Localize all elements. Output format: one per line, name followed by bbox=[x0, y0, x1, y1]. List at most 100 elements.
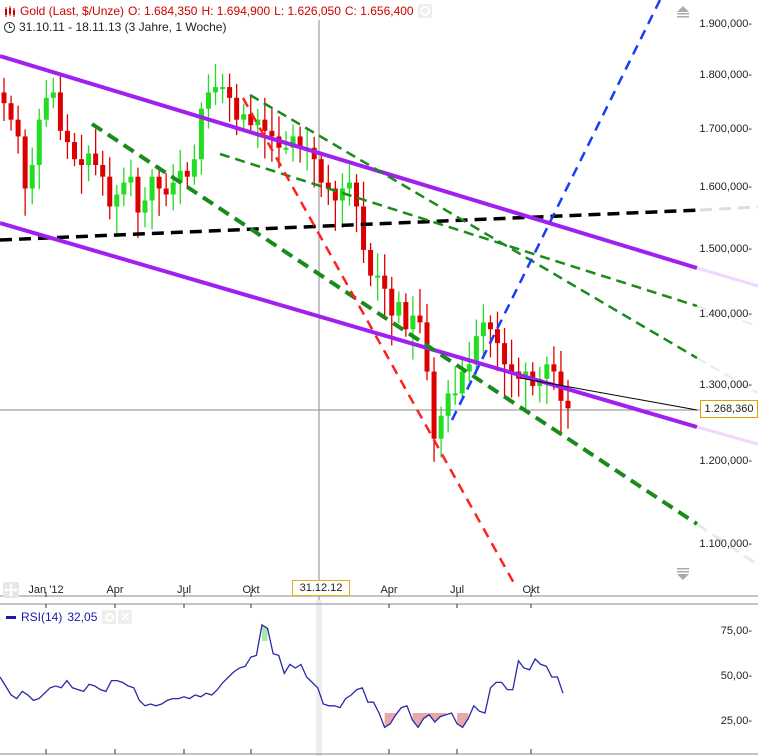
price-tick-label: 1.600,000- bbox=[699, 181, 752, 193]
crosshair-band bbox=[316, 600, 322, 756]
candle bbox=[79, 159, 85, 166]
candle bbox=[255, 119, 261, 126]
candle bbox=[417, 315, 423, 323]
candle bbox=[332, 188, 338, 201]
rsi-header: RSI(14) 32,05 ✕ bbox=[6, 610, 133, 624]
trend-green-1 bbox=[249, 93, 698, 360]
support-line bbox=[0, 208, 701, 242]
rsi-legend-swatch bbox=[6, 615, 16, 619]
candle bbox=[297, 136, 303, 148]
candle bbox=[544, 364, 550, 379]
candle bbox=[205, 92, 211, 109]
time-tick-label: Apr bbox=[106, 584, 124, 596]
candle bbox=[551, 364, 557, 372]
price-tick-label: 1.700,000- bbox=[699, 123, 752, 135]
candle bbox=[487, 322, 493, 330]
rsi-label[interactable]: RSI(14) bbox=[21, 610, 63, 624]
candle bbox=[142, 200, 148, 213]
candle bbox=[269, 130, 275, 137]
crosshair-date-tag: 31.12.12 bbox=[292, 580, 350, 596]
candle bbox=[50, 92, 56, 98]
rsi-tick-label: 50,00- bbox=[720, 670, 752, 682]
instrument-title[interactable]: Gold (Last, $/Unze) bbox=[20, 4, 125, 18]
rsi-oversold-area bbox=[457, 713, 469, 728]
candlestick-icon bbox=[4, 5, 16, 17]
candle bbox=[107, 176, 113, 207]
candle bbox=[396, 302, 402, 316]
high-value: H: 1.694,900 bbox=[201, 4, 271, 18]
rsi-close-icon[interactable]: ✕ bbox=[118, 610, 133, 624]
candle bbox=[57, 92, 63, 131]
rsi-value: 32,05 bbox=[67, 610, 98, 624]
rsi-tick-label: 75,00- bbox=[720, 625, 752, 637]
time-tick-label: Jul bbox=[176, 584, 192, 596]
time-tick-label: Okt bbox=[522, 584, 540, 596]
candle bbox=[198, 108, 204, 160]
time-tick-label: Jan '12 bbox=[28, 584, 64, 596]
candle bbox=[502, 343, 508, 365]
scroll-up-icon[interactable] bbox=[677, 6, 689, 18]
candle bbox=[121, 182, 127, 195]
price-tick-label: 1.900,000- bbox=[699, 18, 752, 30]
channel-lower bbox=[0, 221, 698, 429]
candle bbox=[283, 147, 289, 150]
candle bbox=[410, 315, 416, 330]
candle bbox=[466, 364, 472, 372]
time-tick-label: Okt bbox=[242, 584, 260, 596]
gear-icon[interactable] bbox=[417, 4, 432, 18]
candle bbox=[438, 415, 444, 439]
price-tick-label: 1.200,000- bbox=[699, 455, 752, 467]
candle bbox=[354, 182, 359, 207]
rsi-tick-label: 25,00- bbox=[720, 715, 752, 727]
candle bbox=[36, 119, 42, 166]
move-icon[interactable] bbox=[3, 582, 19, 598]
candle bbox=[290, 136, 296, 148]
candle bbox=[346, 182, 352, 189]
projection-line bbox=[519, 377, 698, 411]
candle bbox=[64, 130, 70, 143]
price-tick-label: 1.800,000- bbox=[699, 69, 752, 81]
rsi-line bbox=[0, 623, 564, 729]
channel-upper bbox=[0, 54, 698, 270]
candle bbox=[339, 188, 345, 201]
candle bbox=[480, 322, 486, 337]
candle bbox=[325, 182, 331, 189]
candle bbox=[382, 275, 388, 289]
trend-green-2 bbox=[219, 152, 698, 308]
rsi-settings-icon[interactable] bbox=[102, 610, 117, 624]
clock-icon bbox=[4, 21, 15, 33]
candle bbox=[495, 329, 500, 344]
candle bbox=[262, 119, 268, 131]
candle bbox=[473, 336, 479, 365]
candle bbox=[163, 188, 169, 195]
candle bbox=[72, 142, 77, 160]
scroll-down-icon[interactable] bbox=[677, 568, 689, 580]
price-tick-label: 1.500,000- bbox=[699, 243, 752, 255]
candle bbox=[431, 371, 437, 439]
rsi-oversold-area bbox=[412, 713, 446, 728]
candle bbox=[389, 288, 395, 316]
candle bbox=[170, 182, 176, 195]
trend-green-thick bbox=[90, 122, 699, 526]
candle bbox=[86, 153, 92, 166]
trend-blue bbox=[450, 0, 662, 421]
candle bbox=[191, 159, 197, 177]
price-tick-label: 1.400,000- bbox=[699, 308, 752, 320]
candle bbox=[15, 119, 21, 137]
candle bbox=[452, 393, 458, 396]
candle bbox=[29, 165, 35, 189]
candle bbox=[368, 249, 374, 276]
candle bbox=[318, 159, 324, 183]
candle bbox=[114, 194, 120, 207]
candle bbox=[184, 170, 190, 177]
candle bbox=[241, 114, 247, 120]
candle bbox=[509, 364, 515, 372]
candle bbox=[565, 400, 571, 409]
candle bbox=[8, 103, 14, 120]
candle bbox=[227, 87, 233, 98]
price-tick-label: 1.100,000- bbox=[699, 538, 752, 550]
candle bbox=[220, 87, 226, 90]
candle bbox=[403, 302, 409, 330]
candle bbox=[93, 153, 99, 166]
